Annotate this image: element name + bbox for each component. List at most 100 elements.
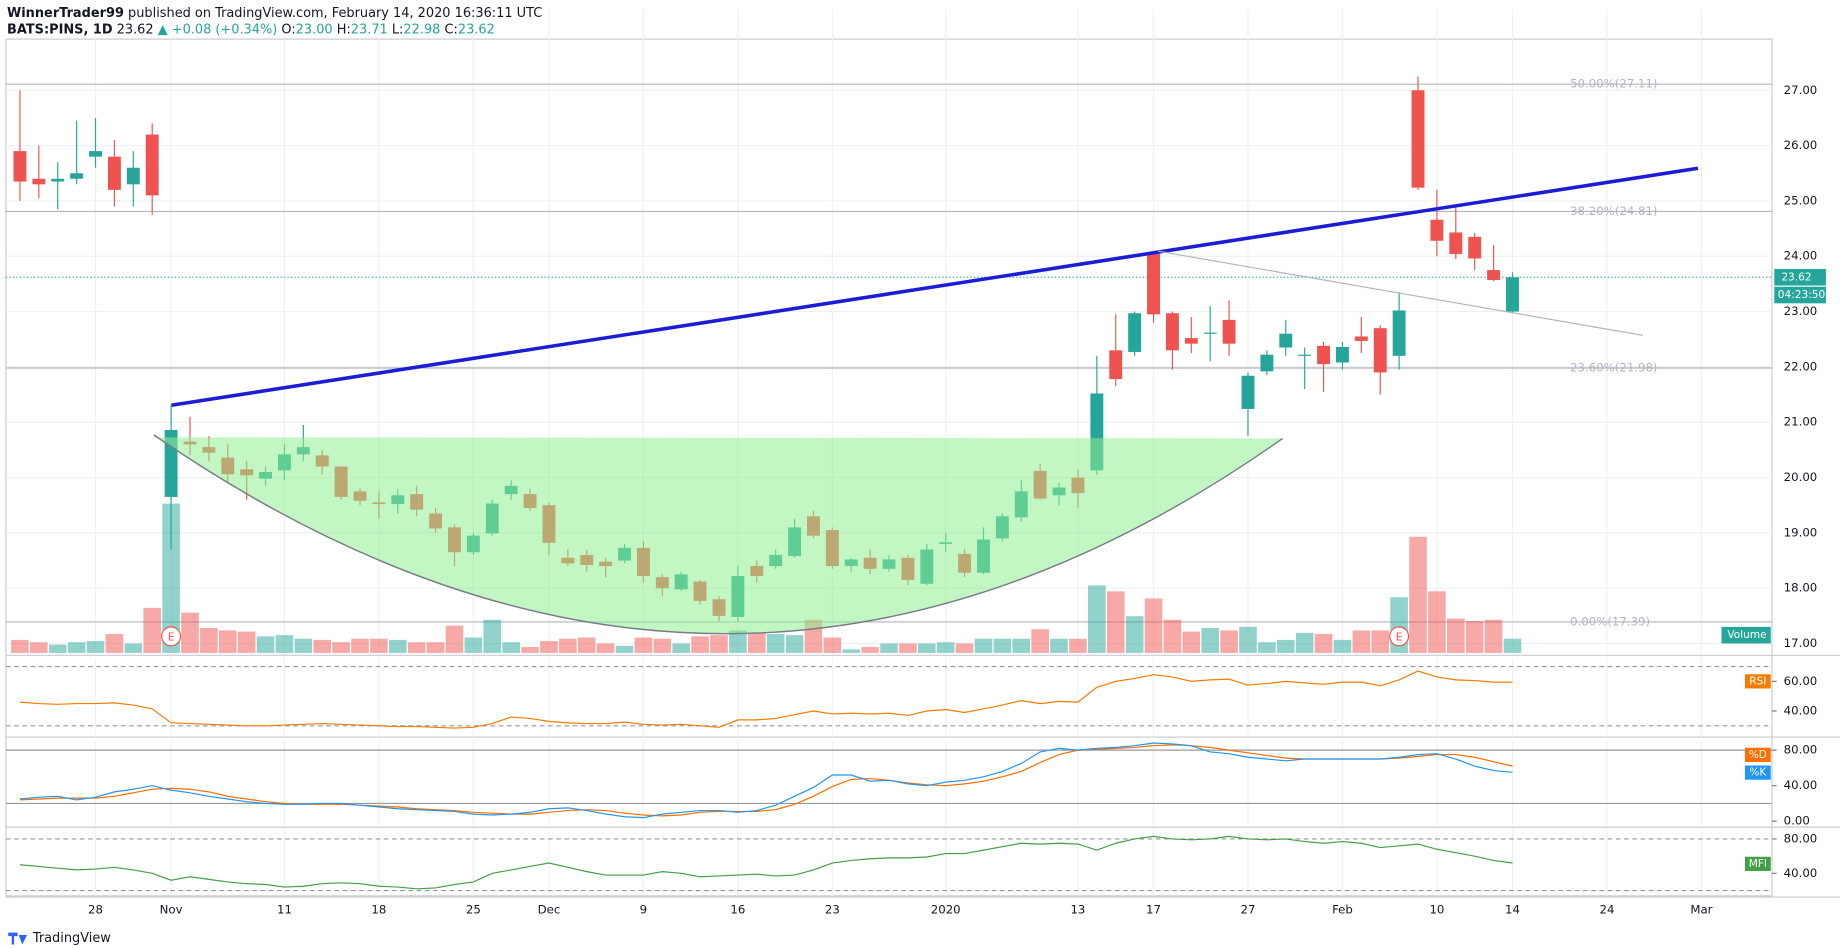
x-tick-label: 9: [640, 903, 647, 917]
volume-bar: [445, 625, 464, 653]
x-tick-label: Feb: [1332, 903, 1353, 917]
change: ▲ +0.08 (+0.34%): [158, 22, 278, 37]
y-tick-label: 60.00: [1784, 674, 1818, 688]
author: WinnerTrader99: [7, 5, 124, 20]
drawings: [153, 166, 1699, 635]
volume-bar: [521, 647, 539, 653]
volume-bar: [653, 638, 672, 653]
countdown-box: [1774, 286, 1826, 304]
y-tick-label: 40.00: [1784, 703, 1818, 717]
volume-bar: [105, 633, 124, 653]
candle-body: [32, 178, 46, 185]
candle-body: [51, 178, 65, 182]
volume-bar: [1144, 598, 1163, 653]
volume-bar: [11, 639, 29, 653]
volume-bar: [785, 635, 804, 653]
indicator-line: [19, 835, 1513, 890]
event-label: E: [168, 630, 175, 643]
ohlc-key: L:: [392, 22, 404, 37]
indicator-line: [19, 744, 1513, 817]
candle-body: [1165, 313, 1179, 351]
ohlc-value: 23.00: [296, 22, 333, 37]
y-tick-label: 23.00: [1784, 304, 1818, 318]
cup-pattern: [153, 434, 1283, 634]
volume-label: Volume: [1727, 628, 1766, 641]
candle-body: [89, 151, 102, 157]
y-tick-label: 25.00: [1784, 193, 1818, 207]
volume-bar: [1106, 591, 1125, 653]
y-tick-label: 17.00: [1784, 636, 1818, 650]
fib-label: 38.20%(24.81): [1570, 204, 1657, 218]
candle-body: [1184, 338, 1198, 344]
candle-body: [1468, 236, 1482, 259]
volume-bar: [1276, 639, 1295, 653]
volume-bar: [143, 607, 161, 653]
volume-bar: [1220, 630, 1238, 653]
volume-bar: [86, 641, 105, 653]
event-marker: [1389, 626, 1410, 647]
x-tick-label: 16: [730, 903, 745, 917]
footer-logo: TradingView: [8, 931, 111, 946]
y-tick-label: 18.00: [1784, 581, 1818, 595]
volume-bar: [200, 628, 218, 653]
volume-bar: [1012, 638, 1031, 653]
x-tick-label: 25: [466, 903, 481, 917]
volume-bar: [124, 643, 143, 653]
x-tick-label: 13: [1070, 903, 1085, 917]
volume-bar: [1239, 626, 1257, 653]
volume-bar: [672, 643, 690, 653]
indicator-line: [19, 670, 1513, 729]
volume-bar: [1182, 631, 1201, 653]
volume-bar: [710, 635, 728, 653]
volume-bar: [993, 638, 1012, 653]
volume-bar: [615, 645, 634, 653]
volume-bar: [1447, 618, 1465, 653]
ohlc-value: 23.62: [458, 22, 495, 37]
x-tick-label: 24: [1599, 903, 1614, 917]
volume-bar: [1371, 630, 1390, 653]
trend-line: [1158, 250, 1643, 336]
candle-body: [1392, 310, 1406, 356]
volume-bar: [389, 639, 407, 653]
ohlc-key: O:: [281, 22, 295, 37]
ohlc-key: C:: [444, 22, 457, 37]
volume-bar: [766, 633, 785, 653]
x-tick-label: 10: [1429, 903, 1444, 917]
volume-bar: [1069, 638, 1087, 653]
volume-bar: [313, 639, 332, 653]
countdown-label: 04:23:50: [1778, 288, 1826, 301]
volume-bar: [559, 638, 577, 653]
trend-line: [171, 166, 1699, 408]
candle-body: [1279, 333, 1293, 348]
legend-box: [1744, 674, 1771, 689]
legend-box: [1744, 765, 1771, 780]
volume-bar: [502, 642, 520, 653]
legend-label: %D: [1749, 748, 1767, 761]
x-tick-label: 17: [1146, 903, 1161, 917]
y-tick-label: 26.00: [1784, 138, 1818, 152]
candle-body: [1506, 277, 1519, 312]
y-tick-label: 19.00: [1784, 525, 1818, 539]
y-tick-label: 80.00: [1784, 831, 1818, 845]
volume-bar: [1428, 591, 1446, 653]
candle-body: [1260, 354, 1274, 372]
volume-bar: [1295, 632, 1314, 653]
volume-bar: [1333, 639, 1352, 653]
cup-curve: [153, 434, 1284, 635]
volume-bar: [275, 635, 294, 653]
x-tick-label: 11: [277, 903, 292, 917]
candle-body: [1411, 90, 1425, 188]
volume-bar: [1088, 585, 1106, 653]
legend-label: MFI: [1749, 857, 1767, 870]
publish-line: WinnerTrader99 published on TradingView.…: [7, 5, 542, 20]
volume-bar: [426, 642, 445, 653]
x-tick-label: 28: [88, 903, 103, 917]
x-tick-label: Mar: [1690, 903, 1712, 917]
legend-box: [1744, 747, 1771, 762]
volume-bar: [899, 643, 917, 653]
indicator-line: [19, 742, 1513, 819]
volume-bar: [1163, 619, 1182, 653]
volume-bar: [294, 638, 313, 653]
candle-body: [1241, 375, 1255, 409]
